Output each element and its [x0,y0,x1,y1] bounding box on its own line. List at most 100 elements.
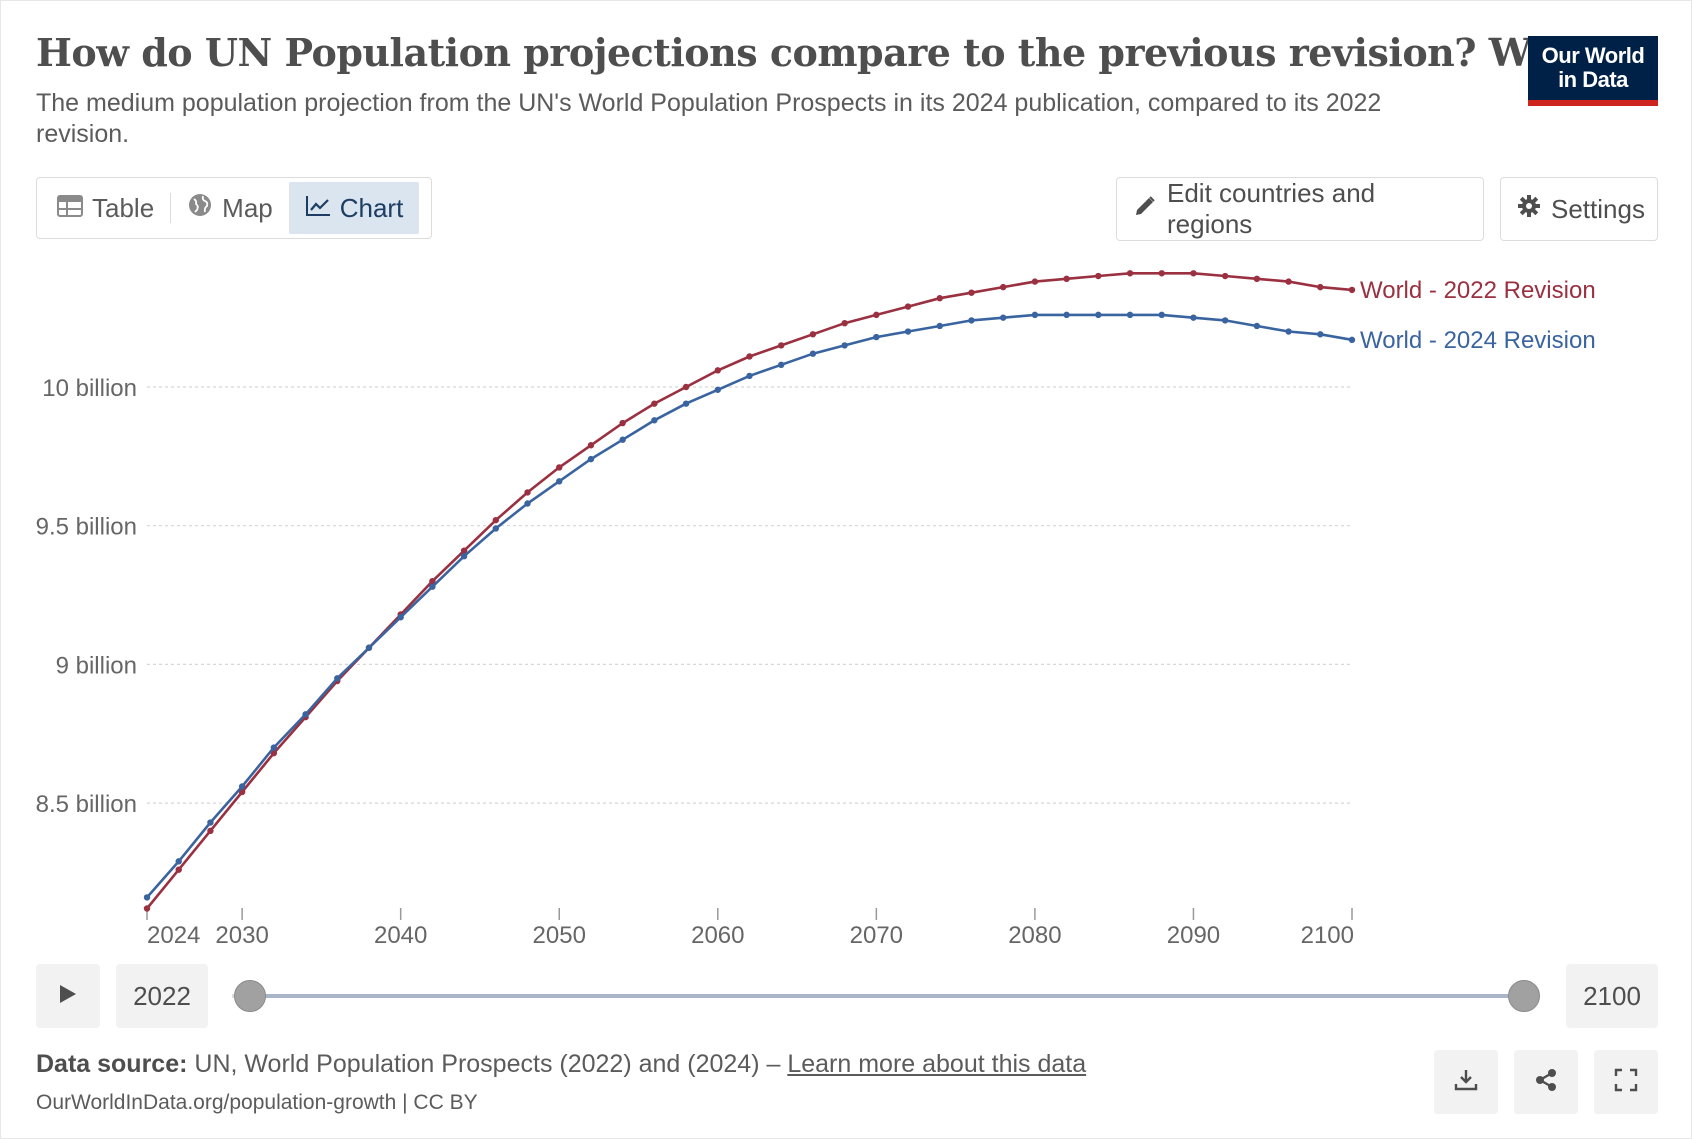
settings-button[interactable]: Settings [1500,177,1658,241]
data-point [1190,270,1197,277]
data-point [936,322,943,330]
data-point [1095,272,1102,280]
tab-table[interactable]: Table [41,182,170,234]
data-point [492,516,500,524]
play-button[interactable] [36,964,100,1028]
tab-chart-label: Chart [339,192,404,223]
data-point [1126,270,1134,277]
data-point [207,827,214,835]
timeline: 2022 2100 [36,964,1658,1028]
x-tick-label: 2024 [147,922,200,949]
data-point [904,328,912,335]
data-point [1095,311,1102,319]
data-point [1317,331,1324,338]
view-tabs: Table Map Chart [36,177,432,239]
data-source-text: UN, World Population Prospects (2022) an… [194,1050,781,1078]
series-label: World - 2022 Revision [1360,277,1596,304]
data-point [682,400,690,407]
data-point [1031,311,1039,319]
x-tick-label: 2060 [691,922,744,949]
settings-label: Settings [1551,193,1645,224]
data-point [1158,270,1165,277]
data-point [714,386,721,393]
timeline-track[interactable] [250,994,1524,998]
line-chart: 8.5 billion 9 billion 9.5 billion 10 billio… [36,270,1596,949]
x-tick-label: 2070 [850,922,903,949]
data-point [397,614,404,621]
globe-icon [187,192,213,225]
share-button[interactable] [1514,1050,1578,1114]
play-icon [58,983,78,1010]
y-tick-label: 9.5 billion [36,514,137,541]
data-point [460,553,468,560]
tab-divider [170,193,172,223]
x-tick-label: 2090 [1167,922,1220,949]
tab-chart[interactable]: Chart [288,182,420,234]
edit-countries-label: Edit countries and regions [1167,178,1376,239]
data-point [1063,275,1070,283]
chart-title: How do UN Population projections compare… [36,30,1613,75]
data-point [143,894,151,901]
x-tick-label: 2100 [1301,922,1354,949]
data-point [873,333,880,341]
series-label: World - 2024 Revision [1360,327,1596,354]
download-button[interactable] [1434,1050,1498,1114]
data-point [619,436,626,443]
x-tick-label: 2030 [215,922,268,949]
edit-countries-button[interactable]: Edit countries and regions [1116,177,1484,241]
pencil-icon [1133,194,1157,225]
y-tick-label: 10 billion [42,375,137,402]
data-point [1317,283,1324,291]
timeline-end-year[interactable]: 2100 [1566,964,1658,1028]
data-point [809,331,817,338]
table-icon [57,193,83,224]
data-point [302,711,309,718]
data-point [936,295,943,302]
data-point [968,289,975,296]
data-point [873,311,880,319]
data-point [651,400,658,407]
data-point [587,455,595,463]
data-point [999,314,1007,321]
data-point [1221,317,1229,324]
fullscreen-button[interactable] [1594,1050,1658,1114]
data-point [778,342,785,349]
data-point [1253,322,1261,330]
data-point [524,489,531,496]
data-point [556,478,563,485]
series-line-2024 [146,313,1353,899]
data-point [492,525,500,532]
data-point [175,858,182,865]
owid-logo[interactable]: Our World in Data [1528,36,1658,106]
data-point [1253,275,1261,283]
data-point [746,372,753,380]
data-point [365,644,373,651]
download-icon [1453,1067,1479,1098]
data-point [682,383,690,391]
timeline-end-handle[interactable] [1508,980,1540,1012]
data-point [1348,286,1356,294]
data-point [1221,272,1229,280]
data-point [143,905,151,912]
gear-icon [1517,194,1541,225]
data-point [619,419,626,427]
data-point [841,319,848,327]
series-line-2022 [145,272,1353,910]
data-point [238,783,246,790]
logo-line-1: Our World [1541,43,1645,68]
data-point [714,367,721,374]
data-point [270,744,278,751]
x-tick-label: 2050 [533,922,586,949]
tab-map[interactable]: Map [171,182,289,234]
data-point [460,547,468,554]
tab-map-label: Map [222,192,273,223]
data-point [778,361,785,369]
data-point [429,583,436,590]
data-point [841,342,848,349]
data-point [334,675,341,682]
timeline-start-year[interactable]: 2022 [116,964,208,1028]
timeline-start-handle[interactable] [234,980,266,1012]
data-point [968,317,975,324]
fullscreen-icon [1614,1068,1638,1097]
learn-more-link[interactable]: Learn more about this data [787,1050,1087,1078]
